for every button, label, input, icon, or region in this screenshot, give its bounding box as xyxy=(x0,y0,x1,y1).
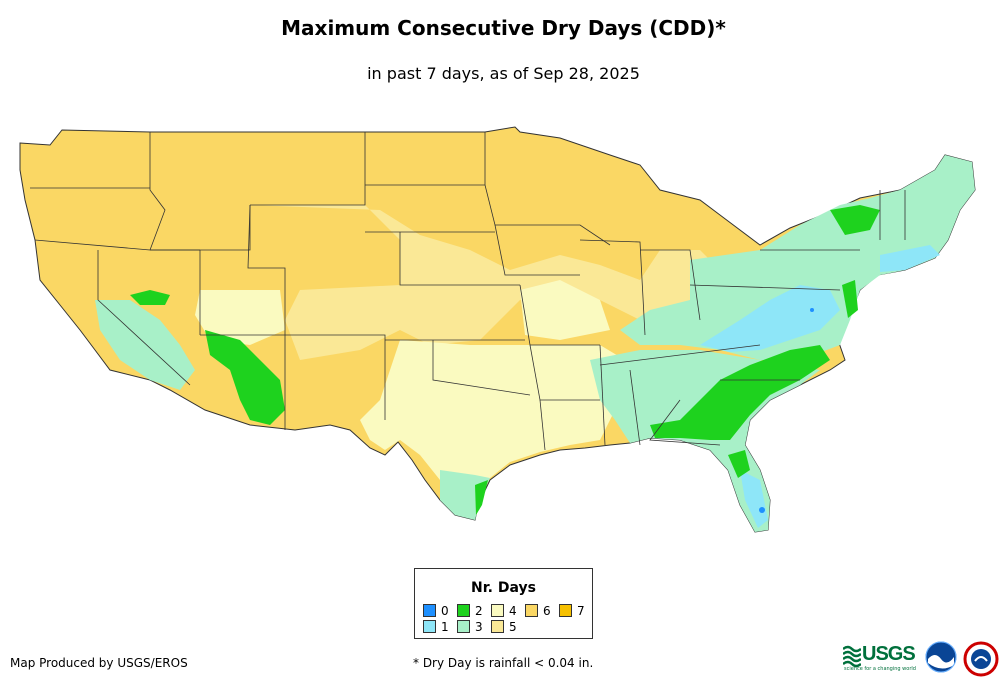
legend-label: 6 xyxy=(543,604,551,618)
region-1day-ne xyxy=(880,245,940,272)
legend-label: 5 xyxy=(509,620,517,634)
usgs-tagline: science for a changing world xyxy=(844,666,916,672)
legend-swatch xyxy=(559,604,572,617)
legend-swatch xyxy=(423,620,436,633)
legend-label: 7 xyxy=(577,604,585,618)
us-cdd-map xyxy=(19,126,976,533)
legend-swatch xyxy=(525,604,538,617)
legend-item-2: 2 xyxy=(457,604,483,618)
legend-label: 4 xyxy=(509,604,517,618)
region-1day-appalachia xyxy=(700,285,840,352)
legend-item-5: 5 xyxy=(491,620,517,634)
legend: Nr. Days 0 1 2 3 4 5 6 7 xyxy=(414,568,593,639)
legend-label: 2 xyxy=(475,604,483,618)
legend-swatch xyxy=(457,604,470,617)
region-1day-florida xyxy=(740,470,768,528)
state-borders xyxy=(30,132,906,451)
noaa-logo xyxy=(925,641,957,673)
legend-label: 3 xyxy=(475,620,483,634)
region-2day-texas xyxy=(475,480,488,515)
region-4day-ms xyxy=(520,280,610,340)
region-3day-nevada xyxy=(95,300,195,390)
legend-label: 0 xyxy=(441,604,449,618)
region-2day-ne xyxy=(830,205,880,235)
region-5day-central xyxy=(250,205,720,360)
region-4day-utah xyxy=(195,290,285,345)
legend-swatch xyxy=(423,604,436,617)
region-0day-fl xyxy=(759,507,765,513)
map-subtitle: in past 7 days, as of Sep 28, 2025 xyxy=(367,64,640,83)
nws-logo xyxy=(963,641,999,677)
legend-title: Nr. Days xyxy=(471,580,536,596)
region-2day-southeast xyxy=(650,345,830,440)
legend-item-3: 3 xyxy=(457,620,483,634)
usgs-logo xyxy=(843,645,861,668)
footnote-text: * Dry Day is rainfall < 0.04 in. xyxy=(413,656,594,670)
region-0day-va xyxy=(810,308,814,312)
legend-swatch xyxy=(491,604,504,617)
legend-swatch xyxy=(457,620,470,633)
legend-item-4: 4 xyxy=(491,604,517,618)
region-2day-arizona xyxy=(205,330,285,425)
legend-item-6: 6 xyxy=(525,604,551,618)
region-2day-florida xyxy=(728,450,750,478)
region-2day-nevada xyxy=(130,290,170,305)
legend-swatch xyxy=(491,620,504,633)
region-3day-northeast xyxy=(620,155,975,360)
map-title: Maximum Consecutive Dry Days (CDD)* xyxy=(281,16,726,40)
legend-item-7: 7 xyxy=(559,604,585,618)
legend-label: 1 xyxy=(441,620,449,634)
legend-item-1: 1 xyxy=(423,620,449,634)
region-4day-south xyxy=(360,340,625,505)
region-2day-nj xyxy=(842,280,858,318)
legend-item-0: 0 xyxy=(423,604,449,618)
credit-text: Map Produced by USGS/EROS xyxy=(10,656,188,670)
usgs-wordmark: USGS xyxy=(862,643,916,665)
